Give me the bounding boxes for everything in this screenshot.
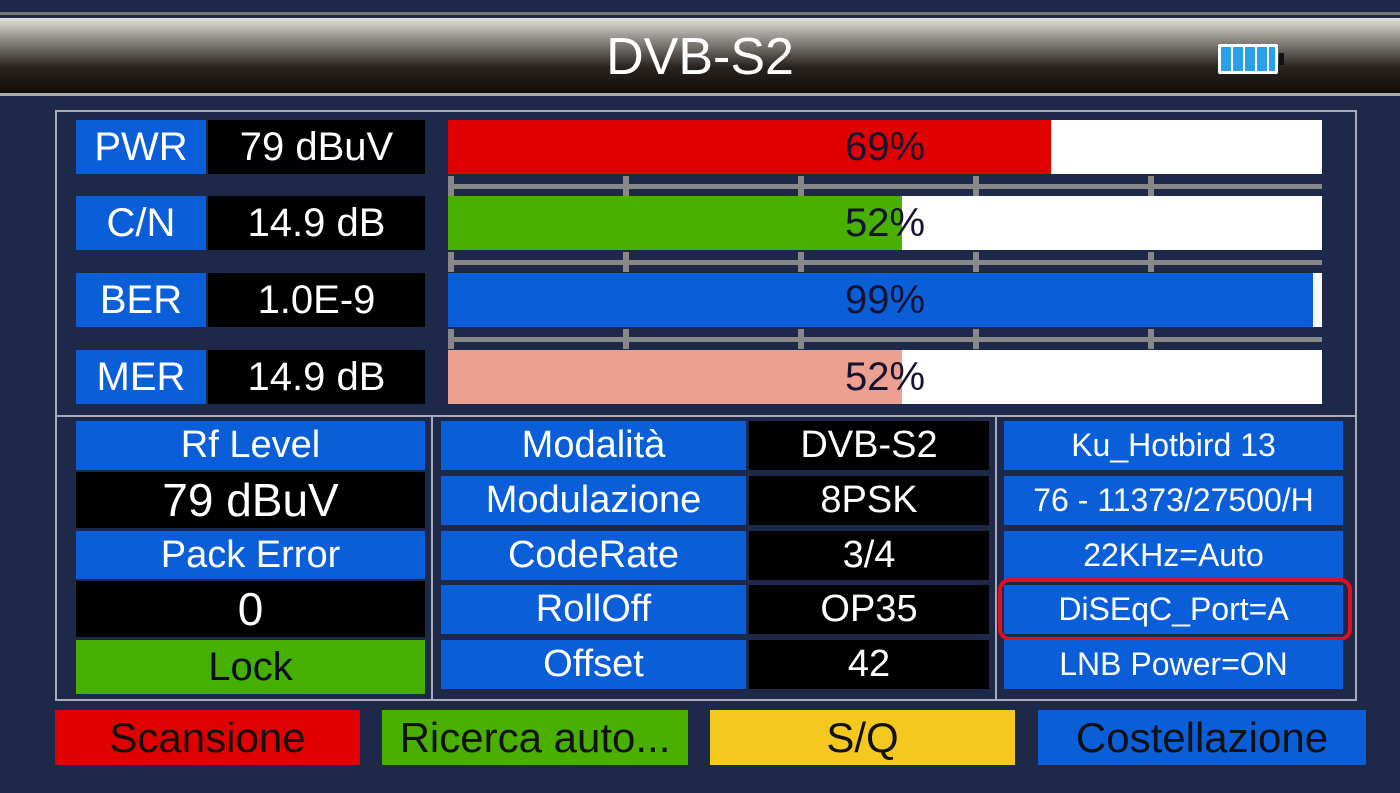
meter-percent: 52% (844, 355, 926, 399)
sq-button[interactable]: S/Q (710, 710, 1015, 765)
meter-label: C/N (76, 196, 206, 250)
header-bar: DVB-S2 (0, 18, 1400, 96)
meter-label: MER (76, 350, 206, 404)
scan-button[interactable]: Scansione (55, 710, 360, 765)
meter-percent: 69% (844, 125, 926, 169)
diseqc-port[interactable]: DiSEqC_Port=A (1004, 585, 1343, 634)
meter-fill (448, 196, 903, 250)
rf-level-label: Rf Level (76, 421, 425, 470)
meter-fill (448, 120, 1052, 174)
param-value: 8PSK (749, 476, 989, 525)
battery-full-icon (1218, 44, 1284, 74)
meter-value: 14.9 dB (208, 196, 425, 250)
param-label: Modalità (441, 421, 746, 470)
param-label: Offset (441, 640, 746, 689)
meter-value: 1.0E-9 (208, 273, 425, 327)
param-label: RollOff (441, 585, 746, 634)
param-value: 3/4 (749, 531, 989, 580)
meter-bar: 52% (448, 196, 1322, 250)
divider (995, 417, 997, 699)
transponder[interactable]: 76 - 11373/27500/H (1004, 476, 1343, 525)
scale-ticks (448, 176, 1322, 196)
meter-fill (448, 273, 1314, 327)
meter-percent: 99% (844, 278, 926, 322)
meter-bar: 99% (448, 273, 1322, 327)
page-title: DVB-S2 (606, 28, 794, 86)
lnb-power[interactable]: LNB Power=ON (1004, 640, 1343, 689)
pack-error-label: Pack Error (76, 531, 425, 579)
param-label: CodeRate (441, 531, 746, 580)
info-panel (55, 415, 1357, 701)
lock-status: Lock (76, 640, 425, 694)
satellite-name[interactable]: Ku_Hotbird 13 (1004, 421, 1343, 470)
divider (431, 417, 433, 699)
meter-bar: 69% (448, 120, 1322, 174)
meter-percent: 52% (844, 201, 926, 245)
rf-level-value: 79 dBuV (76, 472, 425, 528)
meter-label: BER (76, 273, 206, 327)
auto-search-button[interactable]: Ricerca auto... (382, 710, 688, 765)
pack-error-value: 0 (76, 581, 425, 637)
meter-label: PWR (76, 120, 206, 174)
tone-22khz[interactable]: 22KHz=Auto (1004, 531, 1343, 580)
meter-bar: 52% (448, 350, 1322, 404)
meter-fill (448, 350, 903, 404)
selection-highlight (998, 578, 1352, 641)
scale-ticks (448, 329, 1322, 349)
top-divider (0, 12, 1400, 15)
param-value: 42 (749, 640, 989, 689)
meter-value: 79 dBuV (208, 120, 425, 174)
param-value: OP35 (749, 585, 989, 634)
param-value: DVB-S2 (749, 421, 989, 470)
scale-ticks (448, 252, 1322, 272)
meter-value: 14.9 dB (208, 350, 425, 404)
constellation-button[interactable]: Costellazione (1038, 710, 1366, 765)
param-label: Modulazione (441, 476, 746, 525)
